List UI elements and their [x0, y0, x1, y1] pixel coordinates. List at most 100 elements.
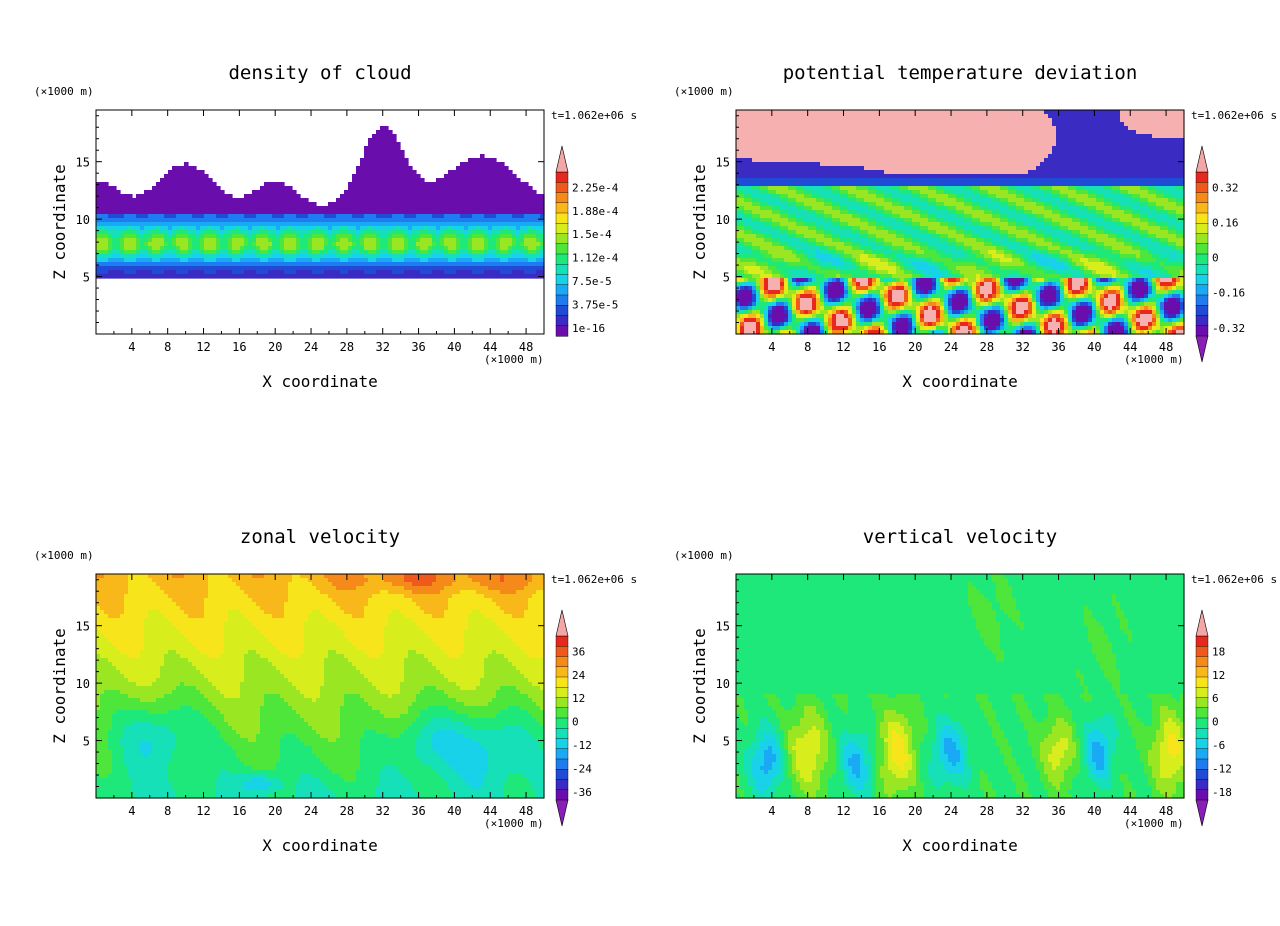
- heatmap-cell: [864, 162, 869, 167]
- heatmap-cell: [396, 214, 401, 219]
- heatmap-cell: [500, 250, 505, 255]
- heatmap-cell: [880, 130, 885, 135]
- heatmap-cell: [296, 222, 301, 227]
- heatmap-cell: [284, 242, 289, 247]
- heatmap-cell: [244, 210, 249, 215]
- heatmap-cell: [1124, 130, 1129, 135]
- heatmap-cell: [212, 198, 217, 203]
- heatmap-cell: [240, 218, 245, 223]
- heatmap-cell: [1132, 118, 1137, 123]
- heatmap-cell: [1024, 138, 1029, 143]
- heatmap-cell: [1176, 166, 1181, 171]
- heatmap-cell: [860, 118, 865, 123]
- heatmap-cell: [284, 230, 289, 235]
- heatmap-cell: [808, 138, 813, 143]
- heatmap-cell: [404, 246, 409, 251]
- heatmap-cell: [344, 274, 349, 279]
- heatmap-cell: [432, 270, 437, 275]
- heatmap-cell: [940, 114, 945, 119]
- heatmap-cell: [268, 198, 273, 203]
- heatmap-cell: [1048, 154, 1053, 159]
- heatmap-cell: [360, 222, 365, 227]
- heatmap-cell: [524, 242, 529, 247]
- heatmap-cell: [488, 178, 493, 183]
- heatmap-cell: [764, 138, 769, 143]
- heatmap-cell: [276, 186, 281, 191]
- heatmap-cell: [1124, 170, 1129, 175]
- heatmap-cell: [776, 170, 781, 175]
- heatmap-cell: [1152, 130, 1157, 135]
- heatmap-cell: [500, 214, 505, 219]
- heatmap-cell: [324, 242, 329, 247]
- heatmap-cell: [1108, 126, 1113, 131]
- heatmap-cell: [936, 146, 941, 151]
- heatmap-cell: [1056, 174, 1061, 179]
- heatmap-cell: [884, 158, 889, 163]
- heatmap-cell: [436, 198, 441, 203]
- heatmap-cell: [1124, 138, 1129, 143]
- heatmap-cell: [188, 262, 193, 267]
- heatmap-cell: [440, 270, 445, 275]
- heatmap-cell: [148, 238, 153, 243]
- heatmap-cell: [168, 210, 173, 215]
- heatmap-cell: [488, 250, 493, 255]
- heatmap-cell: [272, 230, 277, 235]
- heatmap-cell: [484, 190, 489, 195]
- heatmap-cell: [896, 166, 901, 171]
- heatmap-cell: [1096, 154, 1101, 159]
- heatmap-cell: [1080, 130, 1085, 135]
- heatmap-cell: [776, 142, 781, 147]
- heatmap-cell: [428, 222, 433, 227]
- heatmap-cell: [1064, 162, 1069, 167]
- heatmap-cell: [1012, 126, 1017, 131]
- heatmap-cell: [1168, 158, 1173, 163]
- heatmap-cell: [1032, 158, 1037, 163]
- heatmap-cell: [492, 238, 497, 243]
- heatmap-cell: [340, 266, 345, 271]
- heatmap-cell: [172, 202, 177, 207]
- heatmap-cell: [528, 246, 533, 251]
- heatmap-cell: [420, 218, 425, 223]
- heatmap-cell: [744, 126, 749, 131]
- heatmap-cell: [1168, 134, 1173, 139]
- heatmap-cell: [180, 202, 185, 207]
- heatmap-cell: [432, 194, 437, 199]
- chart-title: potential temperature deviation: [783, 62, 1138, 84]
- heatmap-cell: [768, 178, 773, 183]
- heatmap-cell: [372, 274, 377, 279]
- heatmap-cell: [832, 142, 837, 147]
- heatmap-cell: [956, 166, 961, 171]
- heatmap-cell: [940, 142, 945, 147]
- heatmap-cell: [232, 270, 237, 275]
- heatmap-cell: [340, 206, 345, 211]
- heatmap-cell: [1056, 170, 1061, 175]
- heatmap-cell: [1024, 130, 1029, 135]
- heatmap-cell: [444, 202, 449, 207]
- heatmap-cell: [348, 258, 353, 263]
- heatmap-cell: [196, 194, 201, 199]
- heatmap-cell: [780, 114, 785, 119]
- heatmap-cell: [224, 270, 229, 275]
- heatmap-cell: [412, 214, 417, 219]
- heatmap-cell: [824, 166, 829, 171]
- heatmap-cell: [444, 234, 449, 239]
- heatmap-cell: [356, 234, 361, 239]
- heatmap-cell: [1000, 162, 1005, 167]
- heatmap-cell: [356, 230, 361, 235]
- heatmap-cell: [928, 178, 933, 183]
- heatmap-cell: [480, 274, 485, 279]
- heatmap-cell: [476, 222, 481, 227]
- heatmap-cell: [144, 202, 149, 207]
- heatmap-cell: [492, 214, 497, 219]
- heatmap-cell: [848, 146, 853, 151]
- heatmap-cell: [508, 258, 513, 263]
- heatmap-cell: [1108, 170, 1113, 175]
- heatmap-cell: [1036, 170, 1041, 175]
- heatmap-cell: [432, 230, 437, 235]
- heatmap-cell: [424, 214, 429, 219]
- heatmap-cell: [476, 226, 481, 231]
- heatmap-cell: [108, 198, 113, 203]
- heatmap-cell: [532, 234, 537, 239]
- heatmap-cell: [404, 174, 409, 179]
- heatmap-cell: [808, 154, 813, 159]
